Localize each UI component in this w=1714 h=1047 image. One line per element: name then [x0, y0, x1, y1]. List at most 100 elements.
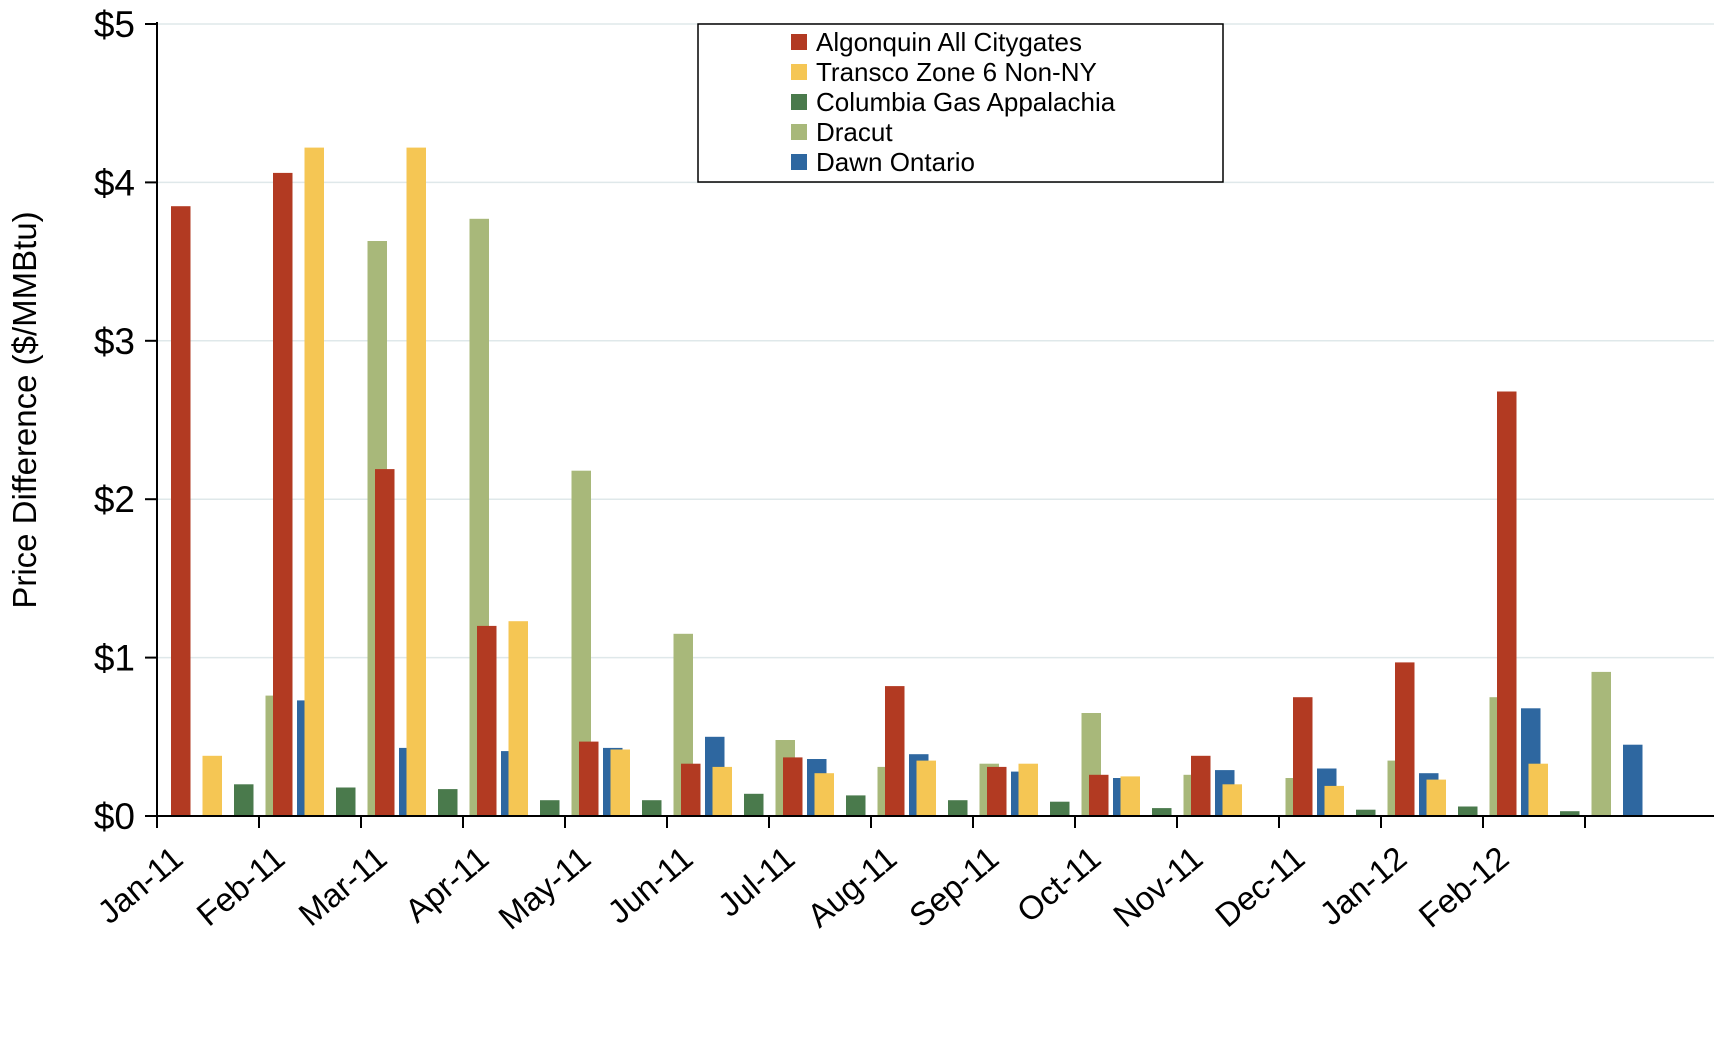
bar-group — [885, 686, 1031, 816]
bar — [987, 766, 1007, 816]
bar-group — [1497, 391, 1643, 816]
bar — [1591, 671, 1611, 816]
legend-label: Dawn Ontario — [816, 147, 975, 177]
bar — [916, 760, 936, 816]
x-tick-label: Mar-11 — [292, 839, 394, 933]
legend-swatch — [791, 34, 807, 50]
bar — [406, 147, 426, 817]
legend-item: Dracut — [791, 117, 893, 147]
bar-group — [1191, 755, 1337, 816]
bar — [477, 625, 497, 816]
bar — [508, 621, 528, 816]
bar — [171, 206, 191, 816]
bar — [1050, 801, 1070, 816]
bar — [1497, 391, 1517, 816]
bar — [814, 773, 834, 816]
legend-label: Dracut — [816, 117, 893, 147]
legend-swatch — [791, 154, 807, 170]
bar-group — [987, 713, 1133, 816]
bar — [1528, 763, 1548, 816]
legend-swatch — [791, 124, 807, 140]
bar — [846, 795, 866, 816]
legend-item: Transco Zone 6 Non-NY — [791, 57, 1097, 87]
bar — [375, 469, 395, 816]
legend-item: Algonquin All Citygates — [791, 27, 1082, 57]
bar — [1120, 776, 1140, 816]
x-tick-label: Jun-11 — [600, 839, 699, 931]
y-tick-label: $2 — [94, 479, 135, 520]
bar — [1458, 806, 1478, 816]
bar-group — [1395, 662, 1541, 816]
x-tick-label: Nov-11 — [1106, 839, 1209, 934]
y-tick-label: $3 — [94, 321, 135, 362]
bar — [273, 172, 293, 816]
bar — [336, 787, 356, 816]
x-tick-label: Aug-11 — [800, 839, 903, 934]
bar — [540, 800, 560, 816]
legend-swatch — [791, 64, 807, 80]
bar — [1426, 779, 1446, 816]
y-tick-label: $0 — [94, 796, 135, 837]
bar — [1395, 662, 1415, 816]
bar — [234, 784, 254, 816]
x-tick-label: Feb-11 — [189, 839, 291, 933]
bar — [1560, 811, 1580, 816]
y-tick-labels: $0 $1 $2 $3 $4 $5 — [94, 4, 135, 837]
bar — [1222, 784, 1242, 816]
bar — [712, 766, 732, 816]
legend-label: Transco Zone 6 Non-NY — [816, 57, 1097, 87]
bar-group — [1293, 697, 1439, 816]
bar — [1018, 763, 1038, 816]
bars — [171, 147, 1643, 817]
x-tick-label: Jan-11 — [90, 839, 189, 931]
y-tick-label: $4 — [94, 162, 135, 203]
bar-group — [579, 633, 725, 816]
bar — [1356, 809, 1376, 816]
bar — [610, 749, 630, 816]
bar — [304, 147, 324, 817]
x-tick-label: Dec-11 — [1208, 839, 1311, 934]
axes — [145, 22, 1714, 828]
bar — [783, 757, 803, 816]
x-tick-label: Feb-12 — [1412, 839, 1516, 935]
bar — [1623, 744, 1643, 816]
legend-swatch — [791, 94, 807, 110]
bar-group — [1089, 770, 1235, 816]
legend-item: Columbia Gas Appalachia — [791, 87, 1116, 117]
bar — [1089, 774, 1109, 816]
x-tick-label: May-11 — [491, 839, 597, 937]
bar — [1293, 697, 1313, 816]
y-tick-label: $1 — [94, 638, 135, 679]
bar-group — [477, 470, 623, 816]
x-tick-label: Jul-11 — [711, 839, 802, 924]
bar-group — [375, 147, 521, 817]
bar — [885, 686, 905, 816]
y-axis-title: Price Difference ($/MMBtu) — [6, 211, 43, 608]
x-tick-label: Jan-12 — [1312, 839, 1413, 932]
bar — [1152, 808, 1172, 816]
x-tick-label: Oct-11 — [1010, 839, 1108, 929]
bar — [744, 793, 764, 816]
x-tick-label: Sep-11 — [902, 839, 1005, 934]
bar-group — [273, 147, 419, 817]
bar — [1191, 755, 1211, 816]
bar-group — [681, 740, 827, 816]
bar — [438, 789, 458, 816]
bar — [579, 741, 599, 816]
bar — [948, 800, 968, 816]
x-tick-label: Apr-11 — [398, 839, 496, 929]
bar — [202, 755, 222, 816]
legend-item: Dawn Ontario — [791, 147, 975, 177]
bar — [681, 763, 701, 816]
bar — [1324, 785, 1344, 816]
bar — [642, 800, 662, 816]
legend-box — [697, 23, 1224, 183]
bar-group — [171, 206, 317, 816]
legend-label: Algonquin All Citygates — [816, 27, 1082, 57]
bar — [571, 470, 591, 816]
